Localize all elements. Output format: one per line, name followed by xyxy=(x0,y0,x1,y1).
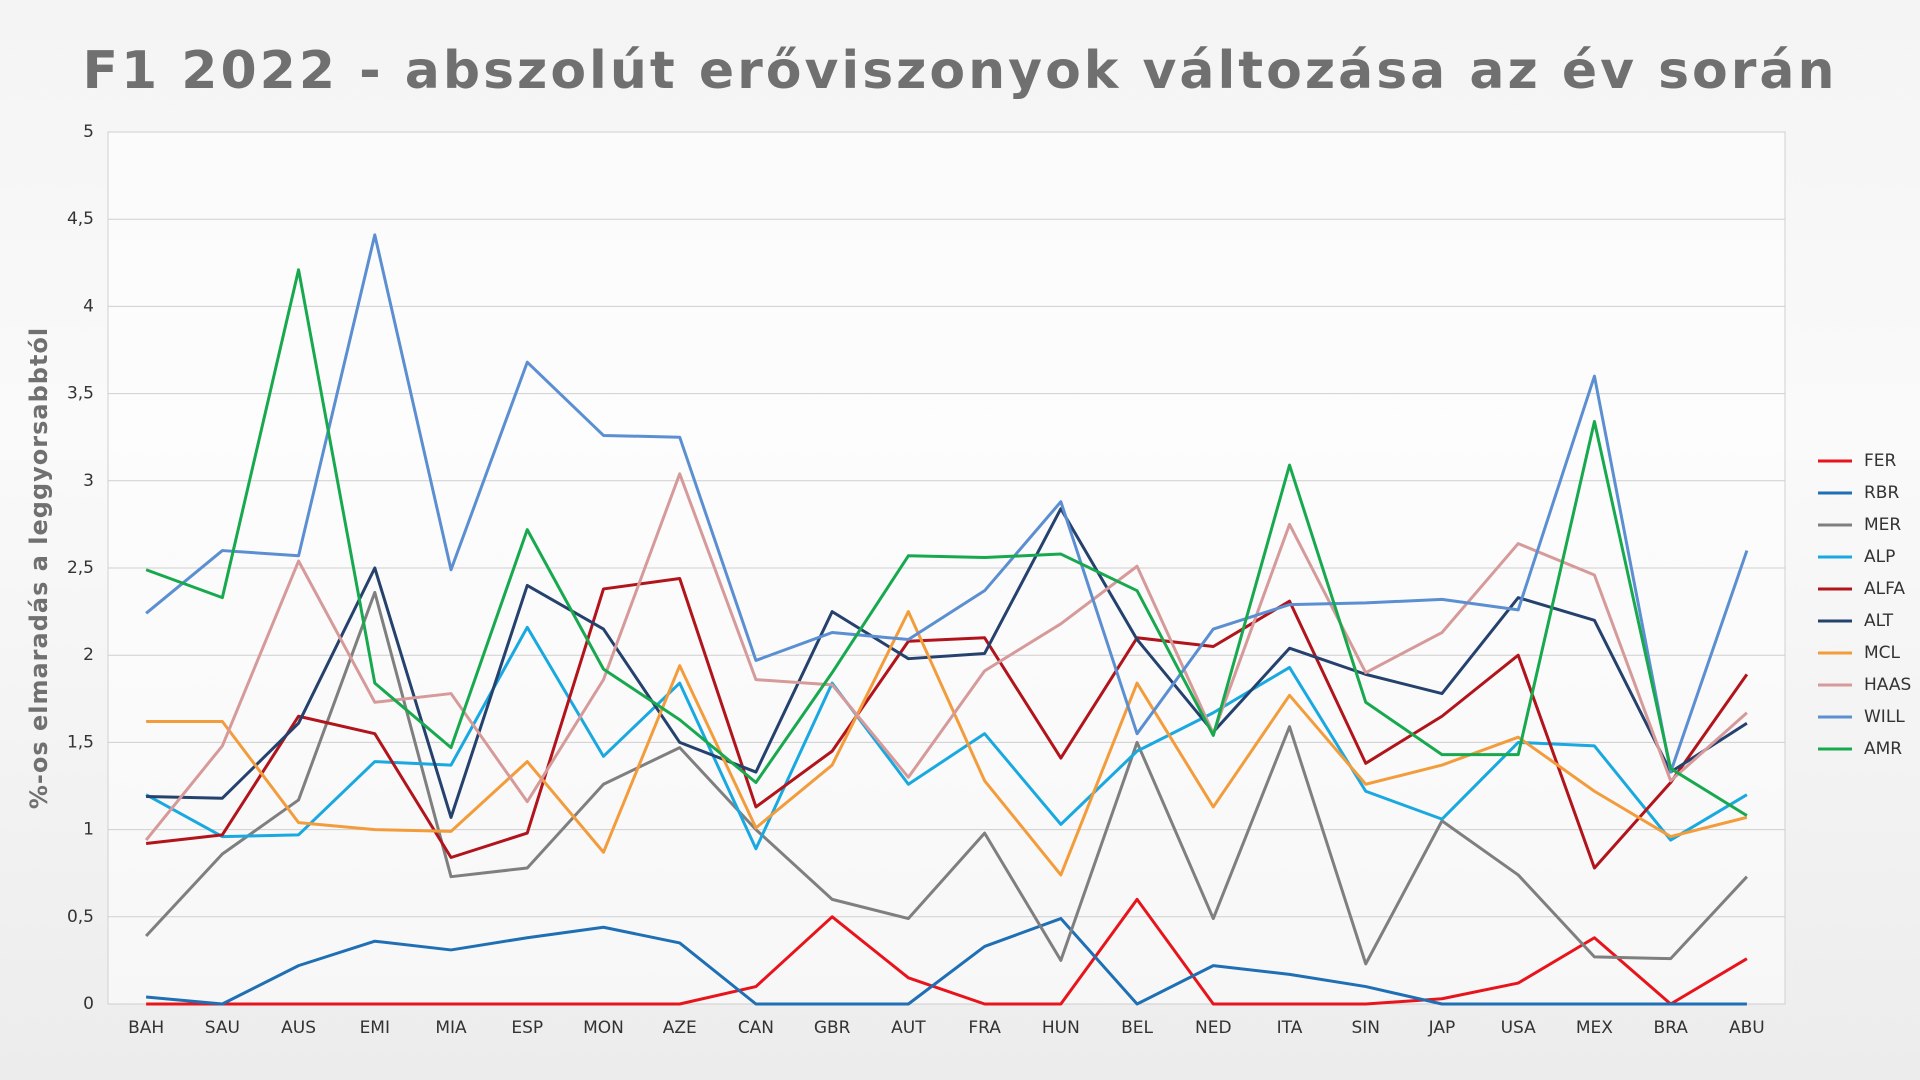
x-tick-label: SIN xyxy=(1351,1018,1380,1038)
series-line xyxy=(144,472,1748,842)
x-tick-label: MIA xyxy=(435,1018,467,1038)
y-tick-label: 0 xyxy=(83,994,94,1014)
y-tick-label: 2 xyxy=(83,645,94,665)
x-tick-label: NED xyxy=(1195,1018,1232,1038)
y-tick-label: 0,5 xyxy=(67,907,94,927)
series-line xyxy=(145,233,1749,774)
series-line xyxy=(145,268,1748,817)
x-tick-label: FRA xyxy=(968,1018,1001,1038)
x-tick-label: BAH xyxy=(128,1018,164,1038)
legend-label: AMR xyxy=(1864,739,1902,759)
x-tick-label: ITA xyxy=(1277,1018,1303,1038)
y-tick-label: 4 xyxy=(83,296,94,316)
x-tick-label: JAP xyxy=(1428,1018,1456,1038)
y-tick-label: 1 xyxy=(83,820,94,840)
x-tick-label: AZE xyxy=(663,1018,697,1038)
x-tick-label: EMI xyxy=(360,1018,390,1038)
x-tick-label: BRA xyxy=(1653,1018,1688,1038)
legend-label: WILL xyxy=(1864,707,1905,727)
legend-label: FER xyxy=(1864,451,1897,471)
y-tick-label: 2,5 xyxy=(67,558,94,578)
x-tick-label: ESP xyxy=(511,1018,543,1038)
series-line xyxy=(146,610,1748,877)
series-line xyxy=(145,576,1749,870)
x-tick-label: BEL xyxy=(1121,1018,1153,1038)
legend-label: RBR xyxy=(1864,483,1899,503)
series-line xyxy=(145,590,1748,966)
y-tick-label: 4,5 xyxy=(67,209,94,229)
legend-label: HAAS xyxy=(1864,675,1911,695)
series-line xyxy=(146,897,1748,1006)
x-tick-label: CAN xyxy=(738,1018,774,1038)
y-axis-label: %-os elmaradás a leggyorsabbtól xyxy=(25,327,53,809)
chart-title: F1 2022 - abszolút erőviszonyok változás… xyxy=(82,41,1837,101)
x-tick-label: GBR xyxy=(814,1018,851,1038)
x-tick-label: AUS xyxy=(281,1018,316,1038)
x-tick-label: SAU xyxy=(205,1018,240,1038)
x-tick-label: ABU xyxy=(1729,1018,1765,1038)
x-tick-label: MEX xyxy=(1576,1018,1613,1038)
legend-label: MCL xyxy=(1864,643,1901,663)
x-tick-label: USA xyxy=(1501,1018,1537,1038)
y-tick-label: 3,5 xyxy=(67,384,94,404)
legend-label: MER xyxy=(1864,515,1901,535)
legend-label: ALFA xyxy=(1864,579,1905,599)
legend-label: ALP xyxy=(1864,547,1895,567)
series-line xyxy=(145,625,1748,851)
x-tick-label: AUT xyxy=(891,1018,926,1038)
series-line xyxy=(146,507,1748,819)
legend-label: ALT xyxy=(1864,611,1894,631)
series-line xyxy=(145,917,1747,1006)
y-tick-label: 5 xyxy=(83,122,94,142)
x-tick-label: MON xyxy=(583,1018,624,1038)
y-tick-label: 1,5 xyxy=(67,732,94,752)
x-tick-label: HUN xyxy=(1042,1018,1080,1038)
y-tick-label: 3 xyxy=(83,471,94,491)
